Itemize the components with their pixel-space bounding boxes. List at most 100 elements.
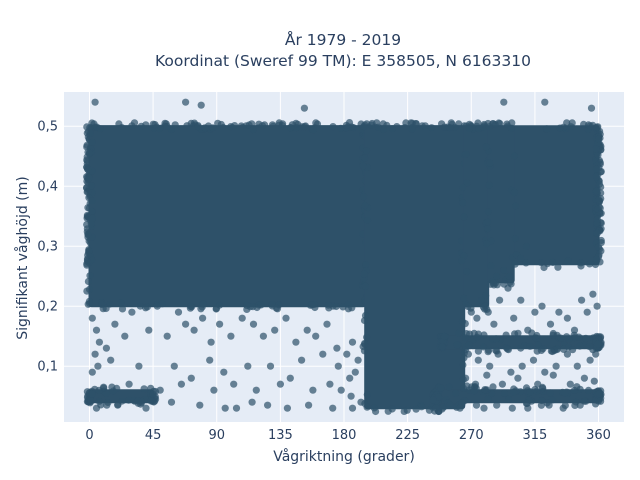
data-point [197,101,205,109]
data-point [576,342,584,350]
data-point [362,261,370,269]
data-point [212,304,220,313]
data-point [102,344,110,352]
data-point [363,391,371,399]
data-point [360,193,368,201]
data-point [362,147,371,155]
data-point [472,401,481,409]
data-point [339,303,347,311]
data-point [482,292,490,300]
data-point [583,308,591,316]
data-point [522,242,531,250]
data-point [546,389,554,397]
data-point [563,333,571,341]
y-tick-label: 0,5 [37,120,58,135]
data-point [453,341,461,349]
data-point [194,123,202,131]
data-point [114,401,122,409]
data-point [490,320,498,328]
data-point [354,356,362,364]
data-point [214,119,222,127]
data-point [372,407,380,416]
data-point [177,380,185,388]
data-point [546,320,555,328]
data-point [486,362,494,370]
data-point [593,215,601,223]
data-point [190,326,198,334]
data-point [460,294,468,302]
data-point [494,350,502,358]
data-point [333,344,341,352]
y-axis-title: Signifikant våghöjd (m) [14,176,31,339]
data-point [367,121,375,129]
data-point [485,181,493,189]
data-point [480,404,488,412]
data-point [586,356,594,364]
data-point [573,362,581,370]
data-point [493,272,501,280]
data-point [595,196,603,204]
data-point [332,302,340,311]
data-point [286,374,294,382]
data-point [484,225,492,233]
y-axis-ticks: 0,1 0,2 0,3 0,4 0,5 [37,120,58,375]
data-point [421,122,429,130]
data-point [481,386,489,394]
data-point [459,183,467,192]
data-point [107,356,115,364]
data-point [343,350,351,358]
data-point [461,320,469,328]
data-point [305,401,313,409]
data-point [586,260,594,268]
data-point [514,329,522,337]
chart-title-line: År 1979 - 2019 [285,30,401,49]
data-point [568,119,576,127]
data-point [88,138,96,146]
data-point [360,270,368,278]
data-point [207,338,215,346]
data-point [474,347,482,355]
data-point [282,314,290,322]
data-point [463,268,471,276]
data-point [514,374,522,382]
data-point [543,125,551,133]
data-point [526,342,534,350]
x-tick-label: 270 [459,428,484,443]
data-point [589,290,597,298]
data-points [83,98,605,416]
data-point [346,374,354,382]
data-point [540,263,548,272]
data-point [594,340,602,348]
data-point [429,396,437,404]
data-point [592,145,600,153]
data-point [363,333,371,341]
data-point [566,380,574,388]
data-point [534,380,542,388]
data-point [500,389,509,397]
data-point [309,386,317,394]
data-point [111,320,119,328]
data-point [199,300,207,308]
data-point [500,98,508,106]
data-point [244,362,252,370]
x-tick-label: 0 [85,428,93,443]
data-point [83,287,91,295]
data-point [84,230,92,238]
data-point [128,122,136,130]
data-point [573,383,581,391]
data-point [174,308,183,316]
data-point [95,397,103,405]
x-tick-label: 315 [522,428,547,443]
data-point [171,121,179,129]
data-point [493,401,501,409]
x-tick-label: 225 [395,428,420,443]
point-cloud [487,125,515,284]
data-point [498,380,506,388]
data-point [503,120,511,128]
data-point [292,338,300,346]
data-point [517,296,525,304]
data-point [300,104,308,112]
data-point [259,332,267,340]
data-point [510,388,518,396]
data-point [182,98,190,106]
